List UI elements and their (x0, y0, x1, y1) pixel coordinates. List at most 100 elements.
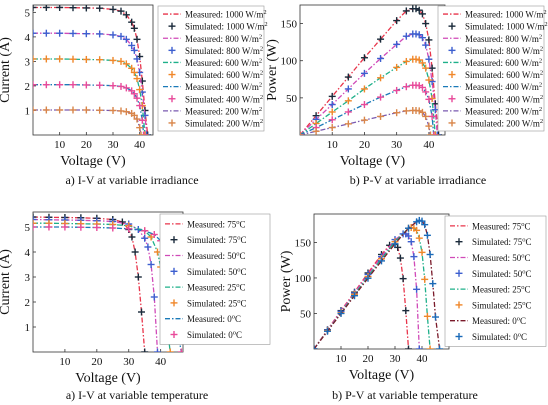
x-tick-label: 30 (391, 139, 403, 151)
legend-entry-text: Simulated: 0 (472, 332, 518, 342)
legend-entry: Simulated: 25oC (187, 298, 247, 309)
legend-entry: Measured: 75oC (187, 219, 246, 230)
x-tick-label: 10 (336, 353, 348, 365)
legend-entry-text: Measured: 75 (472, 221, 522, 231)
legend-entry-unit: C (526, 269, 532, 279)
x-axis-label: Voltage (V) (75, 371, 141, 386)
legend-entry: Simulated: 800 W/m2 (465, 45, 543, 56)
legend-entry-superscript: 2 (259, 33, 262, 40)
legend-entry-superscript: 2 (260, 70, 263, 77)
legend-entry-text: Simulated: 75 (187, 235, 238, 245)
legend-entry-text: Simulated: 25 (472, 300, 523, 310)
chart-panel-4: 10 20 30 40 50 100 150 Voltage (V) Power (W) Meas… (279, 213, 547, 402)
legend-entry-text: Measured: 50 (187, 251, 237, 261)
legend-entry: Simulated: 0oC (187, 330, 242, 341)
legend-entry-text: Measured: 0 (187, 314, 232, 324)
panel-caption: b) P-V at variable temperature (332, 388, 478, 402)
legend-entry: Measured: 400 W/m2 (185, 82, 262, 93)
legend-entry-text: Simulated: 600 W/m (465, 70, 540, 80)
legend-entry: Simulated: 0oC (472, 332, 527, 343)
legend-entry-unit: C (520, 316, 526, 326)
legend-entry: Measured: 600 W/m2 (465, 57, 542, 68)
legend-entry-text: Simulated: 200 W/m (465, 118, 540, 128)
legend-entry-text: Simulated: 200 W/m (185, 118, 260, 128)
legend-entry: Measured: 75oC (472, 221, 531, 232)
legend-entry: Simulated: 75oC (472, 237, 532, 248)
legend-entry-unit: C (241, 267, 247, 277)
chart-panel-3: 10 20 30 40 1 2 3 4 5 Voltage (V) Current (A) Measu… (0, 211, 271, 402)
y-tick-label: 50 (286, 93, 298, 105)
plot-area (313, 213, 450, 350)
legend-box (159, 213, 271, 345)
legend-entry-text: Simulated: 800 W/m (465, 46, 540, 56)
legend-entry-unit: C (236, 330, 242, 340)
legend-entry: Measured: 50oC (472, 253, 531, 264)
legend-entry-superscript: 2 (260, 94, 263, 101)
legend-entry-superscript: 2 (539, 33, 542, 40)
y-tick-label: 5 (25, 7, 31, 19)
legend-entry-superscript: o (522, 268, 525, 275)
legend-entry-text: Simulated: 50 (187, 267, 238, 277)
y-tick-label: 4 (25, 247, 31, 259)
legend-entry: Simulated: 50oC (472, 268, 532, 279)
legend-entry-superscript: 2 (259, 57, 262, 64)
legend-entry-superscript: o (521, 253, 524, 260)
legend-entry-text: Measured: 0 (472, 316, 517, 326)
series-line-7 (314, 219, 441, 349)
legend-entry: Measured: 400 W/m2 (465, 82, 542, 93)
legend-entry-superscript: 2 (264, 21, 267, 28)
series-layer (33, 5, 152, 135)
legend-entry-superscript: 2 (544, 21, 547, 28)
legend-entry-unit: C (235, 314, 241, 324)
series-layer (314, 216, 444, 349)
legend-entry-unit: C (525, 221, 531, 231)
x-tick-label: 20 (359, 139, 371, 151)
legend-entry-superscript: o (517, 316, 520, 323)
legend-entry-superscript: 2 (539, 82, 542, 89)
legend-entry-superscript: 2 (259, 106, 262, 113)
x-tick-label: 30 (390, 353, 402, 365)
legend-entry: Measured: 200 W/m2 (185, 106, 262, 117)
legend-entry-superscript: o (237, 266, 240, 273)
panel-caption: a) I-V at variable temperature (66, 388, 208, 402)
legend-entry-superscript: 2 (540, 94, 543, 101)
legend-entry-superscript: o (233, 330, 236, 337)
x-tick-label: 20 (363, 353, 375, 365)
legend-entry: Measured: 25oC (187, 282, 246, 293)
legend-entry-superscript: 2 (543, 9, 546, 16)
y-tick-label: 1 (25, 322, 31, 334)
legend-entry-superscript: 2 (259, 82, 262, 89)
legend-entry-superscript: o (237, 235, 240, 242)
legend-entry: Simulated: 600 W/m2 (465, 70, 543, 81)
legend-entry: Simulated: 75oC (187, 235, 247, 246)
y-axis-label: Current (A) (0, 37, 13, 103)
legend-entry-superscript: o (236, 219, 239, 226)
legend-entry: Simulated: 25oC (472, 300, 532, 311)
x-tick-label: 20 (91, 356, 103, 368)
y-axis-label: Power (W) (265, 39, 280, 101)
legend-entry-text: Simulated: 1000 W/m (465, 22, 544, 32)
legend-entry: Simulated: 50oC (187, 266, 247, 277)
x-axis-label: Voltage (V) (60, 154, 126, 169)
legend-entry: Measured: 800 W/m2 (185, 33, 262, 44)
legend-entry-text: Simulated: 0 (187, 330, 233, 340)
legend-entry-text: Measured: 1000 W/m (185, 10, 263, 20)
legend-entry-unit: C (240, 251, 246, 261)
series-layer (300, 5, 443, 135)
legend-entry-unit: C (525, 285, 531, 295)
series-line-5 (300, 58, 436, 135)
legend-entry-superscript: 2 (263, 9, 266, 16)
legend-entry-text: Measured: 1000 W/m (465, 10, 543, 20)
legend-entry-superscript: o (237, 298, 240, 305)
legend-entry-superscript: o (522, 237, 525, 244)
legend-entry-text: Measured: 400 W/m (465, 82, 539, 92)
legend-entry-text: Measured: 75 (187, 219, 237, 229)
y-tick-label: 1 (25, 105, 31, 117)
legend-entry: Simulated: 1000 W/m2 (465, 21, 548, 32)
legend-entry: Simulated: 400 W/m2 (185, 94, 263, 105)
series-line-3 (300, 33, 438, 135)
legend-entry-superscript: 2 (539, 57, 542, 64)
legend-entry-text: Simulated: 1000 W/m (185, 22, 264, 32)
legend-entry: Simulated: 200 W/m2 (465, 118, 543, 129)
legend-entry: Measured: 1000 W/m2 (185, 9, 267, 20)
